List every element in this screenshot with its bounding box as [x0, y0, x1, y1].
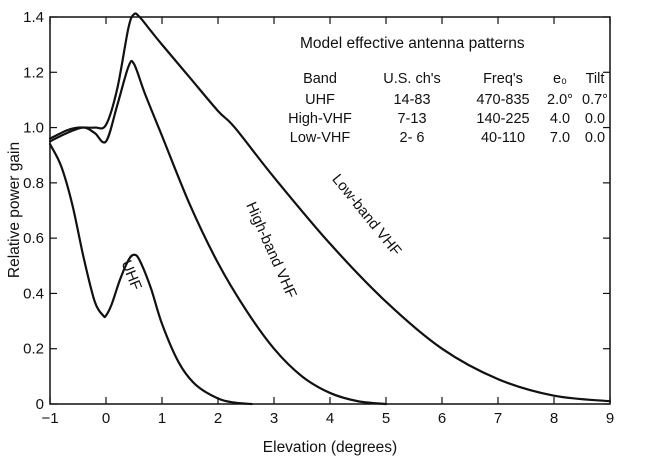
- table-header-band: Band: [303, 71, 337, 87]
- x-tick-label: 7: [494, 410, 502, 427]
- x-axis-title: Elevation (degrees): [263, 439, 397, 456]
- x-tick-label: 1: [158, 410, 166, 427]
- y-tick-label: 0.6: [23, 230, 44, 247]
- table-cell: 2- 6: [400, 130, 425, 146]
- curve-label-high-band-vhf: High-band VHF: [242, 199, 300, 300]
- x-tick-label: 0: [102, 410, 110, 427]
- axis-ticks: −1 0 1 2 3 4 5 6 7 8 900.20.40.60.81.01.21.4: [23, 9, 614, 427]
- x-tick-label: 5: [382, 410, 390, 427]
- table-header-row: Band U.S. ch's Freq's e₀ Tilt: [303, 71, 604, 87]
- x-tick-label: 2: [214, 410, 222, 427]
- table-cell: 470-835: [476, 92, 529, 108]
- table-row-uhf: UHF 14-83 470-835 2.0° 0.7°: [305, 92, 608, 108]
- x-tick-label: −1: [41, 410, 58, 427]
- table-cell: 4.0: [550, 111, 570, 127]
- table-cell: 40-110: [481, 130, 525, 146]
- y-axis-title: Relative power gain: [6, 142, 23, 278]
- y-tick-label: 0.2: [23, 341, 44, 358]
- table-header-freqs: Freq's: [483, 71, 523, 87]
- y-tick-label: 0.4: [23, 285, 44, 302]
- y-tick-label: 1.0: [23, 120, 44, 137]
- table-cell: UHF: [305, 92, 335, 108]
- y-tick-label: 1.4: [23, 9, 44, 26]
- low-band-vhf-curve: [48, 12, 612, 403]
- antenna-pattern-table: Model effective antenna patterns Band U.…: [288, 35, 608, 146]
- table-cell: 2.0°: [547, 92, 573, 108]
- y-tick-label: 1.2: [23, 64, 44, 81]
- x-tick-label: 8: [550, 410, 558, 427]
- x-tick-label: 6: [438, 410, 446, 427]
- data-curves: [48, 12, 612, 406]
- table-header-tilt: Tilt: [586, 71, 605, 87]
- table-header-channels: U.S. ch's: [383, 71, 441, 87]
- x-tick-label: 3: [270, 410, 278, 427]
- table-cell: High-VHF: [288, 111, 352, 127]
- x-tick-label: 4: [326, 410, 334, 427]
- uhf-curve: [48, 143, 253, 406]
- x-tick-label: 9: [606, 410, 614, 427]
- table-cell: 140-225: [476, 111, 529, 127]
- table-cell: 7.0: [550, 130, 570, 146]
- table-cell: 0.7°: [582, 92, 608, 108]
- table-row-low-vhf: Low-VHF 2- 6 40-110 7.0 0.0: [290, 130, 605, 146]
- curve-label-low-band-vhf: Low-band VHF: [328, 171, 404, 259]
- y-tick-label: 0: [36, 396, 44, 413]
- table-cell: 14-83: [393, 92, 430, 108]
- table-title: Model effective antenna patterns: [300, 35, 525, 52]
- table-cell: 0.0: [585, 111, 605, 127]
- table-row-high-vhf: High-VHF 7-13 140-225 4.0 0.0: [288, 111, 605, 127]
- table-header-e0: e₀: [553, 71, 567, 87]
- table-cell: 0.0: [585, 130, 605, 146]
- table-cell: Low-VHF: [290, 130, 351, 146]
- y-tick-label: 0.8: [23, 175, 44, 192]
- table-cell: 7-13: [397, 111, 426, 127]
- high-band-vhf-curve: [48, 59, 388, 406]
